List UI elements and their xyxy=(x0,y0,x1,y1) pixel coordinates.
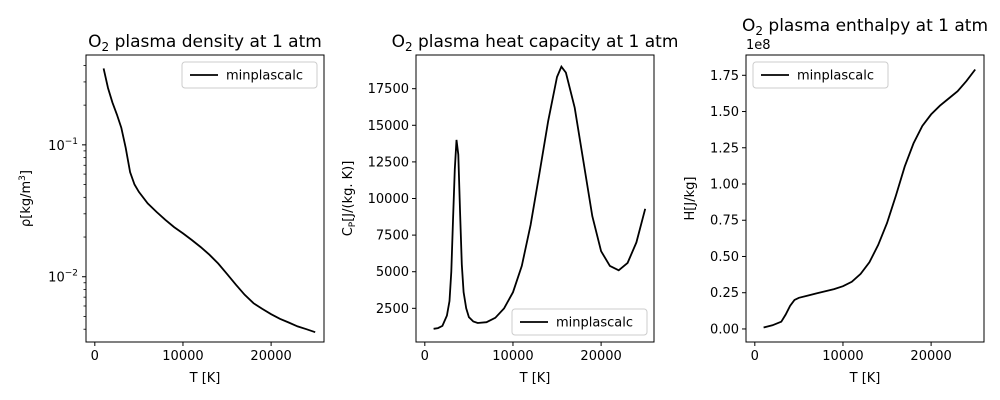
plot-area xyxy=(86,55,324,342)
x-tick-label: 10000 xyxy=(162,349,203,364)
chart-title: O2 plasma density at 1 atm xyxy=(88,32,322,54)
x-tick-label: 0 xyxy=(91,349,99,364)
legend-label: minplascalc xyxy=(797,69,874,84)
chart-enthalpy: 0 10000 20000 0.00 0.25 0.50 0.75 1.00 1.25 1.50 1… xyxy=(683,16,988,386)
y-axis-label: H[J/kg] xyxy=(683,177,698,221)
x-axis-label: T [K] xyxy=(519,371,551,386)
y-axis-label: CP[J/(kg. K)] xyxy=(341,161,358,237)
legend: minplascalc xyxy=(752,61,889,89)
chart-title: O2 plasma heat capacity at 1 atm xyxy=(392,32,679,54)
x-tick-label: 0 xyxy=(751,349,759,364)
y-tick-label: 2500 xyxy=(376,302,409,317)
y-tick-label: 7500 xyxy=(376,229,409,244)
y-tick-label: 0.75 xyxy=(710,214,739,229)
y-tick-label: 12500 xyxy=(368,155,409,170)
y-tick-label: 1.75 xyxy=(710,69,739,84)
legend: minplascalc xyxy=(181,61,318,89)
y-tick-label: 10−1 xyxy=(48,137,78,154)
y-tick-label: 17500 xyxy=(368,82,409,97)
y-tick-label: 1.00 xyxy=(710,178,739,193)
chart-title: O2 plasma enthalpy at 1 atm xyxy=(742,16,988,38)
x-tick-label: 10000 xyxy=(492,349,533,364)
y-tick-label: 5000 xyxy=(376,265,409,280)
x-tick-label: 20000 xyxy=(250,349,291,364)
y-tick-label: 15000 xyxy=(368,119,409,134)
x-tick-label: 20000 xyxy=(910,349,951,364)
series-line-minplascalc xyxy=(102,68,316,334)
x-tick-label: 20000 xyxy=(580,349,621,364)
y-tick-label: 0.25 xyxy=(710,286,739,301)
legend-label: minplascalc xyxy=(226,69,303,84)
legend-box xyxy=(511,308,648,336)
x-axis-label: T [K] xyxy=(849,371,881,386)
legend-label: minplascalc xyxy=(556,316,633,331)
x-axis-label: T [K] xyxy=(189,371,221,386)
x-tick-label: 0 xyxy=(421,349,429,364)
series-line-minplascalc xyxy=(433,64,647,330)
x-tick-label: 10000 xyxy=(822,349,863,364)
y-offset-text: 1e8 xyxy=(746,38,771,53)
y-tick-label: 10000 xyxy=(368,192,409,207)
y-axis-label: ρ[kg/m3] xyxy=(18,170,34,227)
legend: minplascalc xyxy=(511,308,648,336)
y-tick-label: 10−2 xyxy=(48,269,78,286)
series-line-minplascalc xyxy=(763,68,976,329)
legend-box xyxy=(752,61,889,89)
chart-heat-capacity: 0 10000 20000 2500 5000 7500 10000 12500 15000 17… xyxy=(341,32,678,386)
chart-density: 0 10000 20000 10−2 10−1 O2 plasma density at … xyxy=(18,32,325,386)
y-tick-label: 1.25 xyxy=(710,141,739,156)
axes-frame xyxy=(745,54,985,343)
y-tick-label: 0.00 xyxy=(710,322,739,337)
y-tick-label: 0.50 xyxy=(710,250,739,265)
axes-frame xyxy=(85,54,325,343)
y-tick-label: 1.50 xyxy=(710,105,739,120)
legend-box xyxy=(181,61,318,89)
